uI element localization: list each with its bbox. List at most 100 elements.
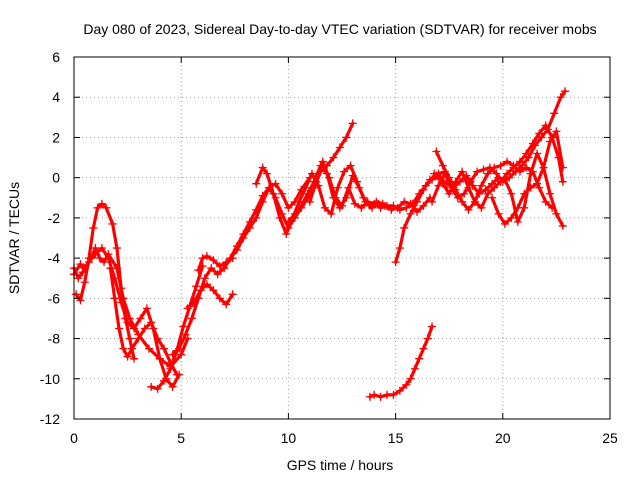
data-point-marker <box>470 197 479 206</box>
data-point-marker <box>494 209 503 218</box>
data-series <box>70 87 569 401</box>
data-point-marker <box>187 314 196 323</box>
data-point-marker <box>524 153 533 162</box>
y-tick-label: -2 <box>48 210 61 226</box>
data-point-marker <box>145 344 154 353</box>
series-track-e <box>149 264 205 391</box>
data-point-marker <box>488 179 497 188</box>
data-point-marker <box>318 157 327 166</box>
data-point-marker <box>455 177 464 186</box>
data-point-marker <box>307 169 316 178</box>
data-point-marker <box>503 157 512 166</box>
y-tick-label: 0 <box>52 170 60 186</box>
y-tick-label: 2 <box>52 129 60 145</box>
data-point-marker <box>438 161 447 170</box>
grid-lines <box>74 57 610 419</box>
data-point-marker <box>130 354 139 363</box>
data-point-marker <box>290 209 299 218</box>
data-point-marker <box>95 254 104 263</box>
data-point-marker <box>207 264 216 273</box>
data-point-marker <box>160 376 169 385</box>
data-point-marker <box>428 322 437 331</box>
data-point-marker <box>451 185 460 194</box>
chart-title: Day 080 of 2023, Sidereal Day-to-day VTE… <box>83 21 596 37</box>
data-point-marker <box>513 203 522 212</box>
data-point-marker <box>340 167 349 176</box>
data-point-marker <box>473 167 482 176</box>
data-point-marker <box>331 193 340 202</box>
data-point-marker <box>365 392 374 401</box>
y-tick-label: 4 <box>52 89 60 105</box>
data-point-marker <box>548 203 557 212</box>
data-point-marker <box>202 280 211 289</box>
data-point-marker <box>376 392 385 401</box>
data-point-marker <box>147 318 156 327</box>
x-tick-labels: 0 5 10 15 20 25 <box>70 430 618 446</box>
data-point-marker <box>402 380 411 389</box>
data-point-marker <box>560 87 569 96</box>
x-tick-label: 5 <box>177 430 185 446</box>
data-point-marker <box>123 352 132 361</box>
data-point-marker <box>194 266 203 275</box>
x-tick-label: 20 <box>495 430 511 446</box>
data-point-marker <box>202 252 211 261</box>
series-track-c <box>72 246 181 389</box>
data-point-marker <box>477 203 486 212</box>
data-point-marker <box>436 173 445 182</box>
data-point-marker <box>460 189 469 198</box>
data-point-marker <box>232 242 241 251</box>
data-point-marker <box>368 203 377 212</box>
data-point-marker <box>500 175 509 184</box>
data-point-marker <box>284 203 293 212</box>
data-point-marker <box>413 197 422 206</box>
data-point-marker <box>370 199 379 208</box>
data-point-marker <box>526 183 535 192</box>
data-point-marker <box>275 213 284 222</box>
data-point-marker <box>183 304 192 313</box>
data-point-marker <box>200 274 209 283</box>
data-point-marker <box>425 175 434 184</box>
data-point-marker <box>496 161 505 170</box>
data-point-marker <box>430 169 439 178</box>
data-point-marker <box>333 183 342 192</box>
data-point-marker <box>535 183 544 192</box>
data-point-marker <box>541 197 550 206</box>
data-point-marker <box>402 203 411 212</box>
data-point-marker <box>389 201 398 210</box>
data-point-marker <box>142 304 151 313</box>
data-point-marker <box>190 298 199 307</box>
data-point-marker <box>213 270 222 279</box>
data-point-marker <box>312 177 321 186</box>
data-point-marker <box>490 163 499 172</box>
data-point-marker <box>395 244 404 253</box>
axis-ticks <box>73 56 611 420</box>
data-point-marker <box>419 185 428 194</box>
data-point-marker <box>507 189 516 198</box>
data-point-marker <box>558 221 567 230</box>
data-point-marker <box>445 173 454 182</box>
data-point-marker <box>428 197 437 206</box>
data-point-marker <box>505 173 514 182</box>
data-point-marker <box>468 181 477 190</box>
series-track-m <box>394 123 565 264</box>
data-point-marker <box>301 183 310 192</box>
data-point-marker <box>522 163 531 172</box>
data-point-marker <box>395 205 404 214</box>
data-point-marker <box>123 318 132 327</box>
data-point-marker <box>410 364 419 373</box>
data-point-marker <box>419 201 428 210</box>
data-point-marker <box>507 213 516 222</box>
data-point-marker <box>348 119 357 128</box>
series-track-h <box>186 282 235 310</box>
data-point-marker <box>284 217 293 226</box>
data-point-marker <box>355 183 364 192</box>
data-point-marker <box>537 133 546 142</box>
data-point-marker <box>78 268 87 277</box>
data-point-marker <box>209 286 218 295</box>
data-point-marker <box>106 264 115 273</box>
plot-frame <box>73 56 611 420</box>
data-point-marker <box>97 199 106 208</box>
data-point-marker <box>335 143 344 152</box>
data-point-marker <box>327 209 336 218</box>
